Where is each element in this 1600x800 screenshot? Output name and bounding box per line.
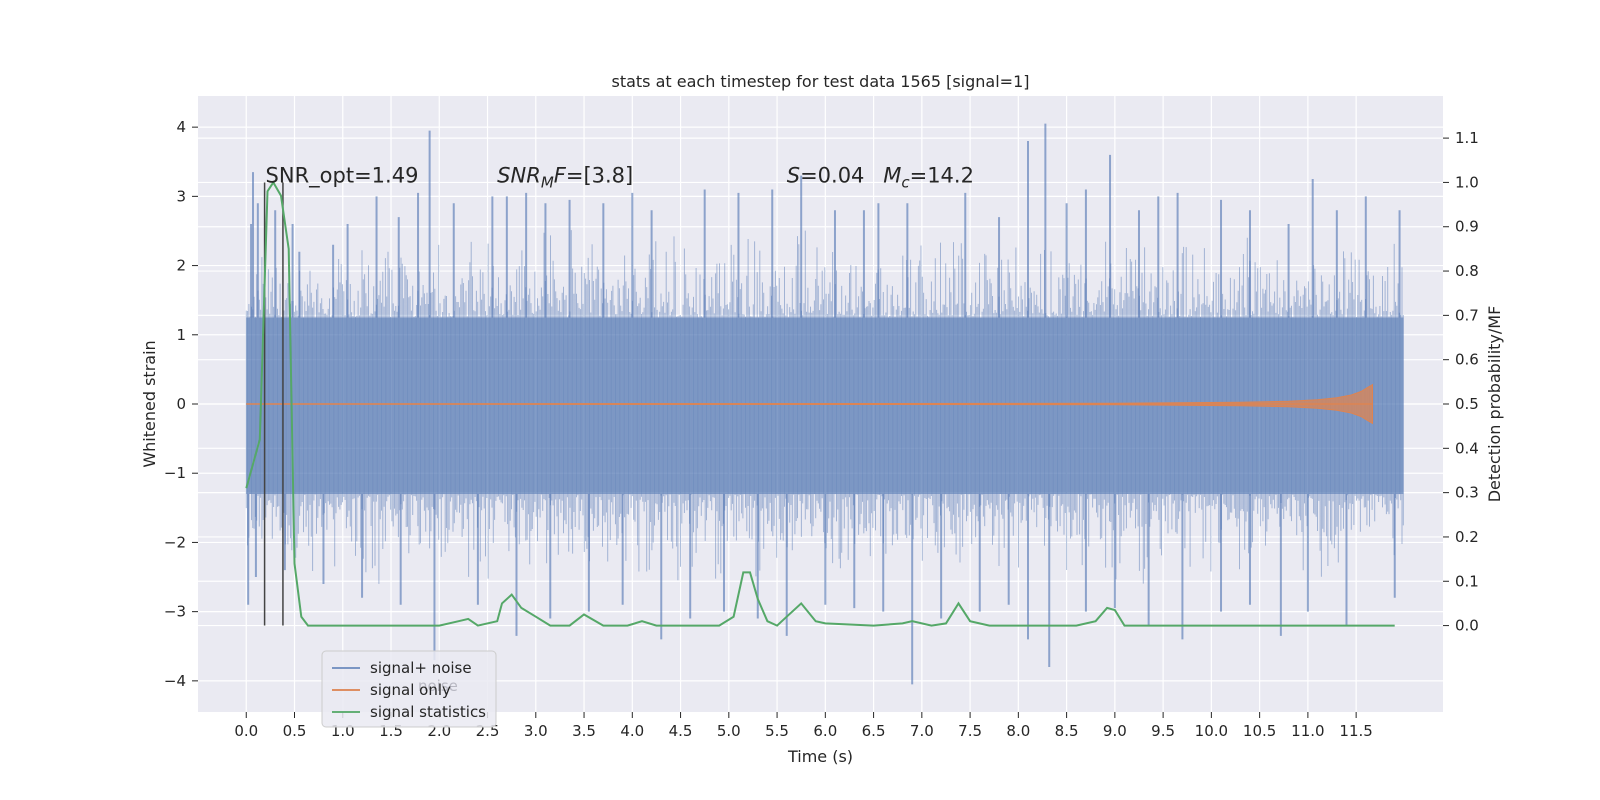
y-tick-label-right: 0.2 xyxy=(1455,528,1479,546)
y-tick-label-left: −3 xyxy=(164,603,186,621)
x-tick-label: 4.0 xyxy=(620,722,644,740)
signal-series xyxy=(246,383,1373,425)
x-tick-label: 3.0 xyxy=(524,722,548,740)
legend-box xyxy=(321,650,497,728)
y-tick-label-left: 1 xyxy=(176,326,186,344)
x-tick-label: 10.0 xyxy=(1195,722,1228,740)
legend-ghost-text: noise xyxy=(418,677,458,695)
stats-series xyxy=(245,180,1395,627)
annotations: SNR_opt=1.49 SNRMF=[3.8] S=0.04 Mc=14.2 xyxy=(266,164,974,192)
y-tick-label-right: 0.4 xyxy=(1455,439,1479,457)
y-tick-label-left: 0 xyxy=(176,395,186,413)
y-tick-label-right: 0.3 xyxy=(1455,484,1479,502)
y-tick-label-right: 0.1 xyxy=(1455,572,1479,590)
x-axis-label: Time (s) xyxy=(787,747,853,766)
x-tick-label: 3.5 xyxy=(572,722,596,740)
y-tick-label-right: 0.9 xyxy=(1455,218,1479,236)
annotation-snr_mf: SNRMF=[3.8] xyxy=(497,164,633,192)
x-tick-label: 8.5 xyxy=(1055,722,1079,740)
annotation-snr_opt: SNR_opt=1.49 xyxy=(266,164,419,189)
y-axis-right: 0.0 0.1 0.2 0.3 0.4 0.5 0.6 0.7 0.8 0.9 1.0 1.1 xyxy=(1443,129,1479,635)
y-tick-label-left: 2 xyxy=(176,257,186,275)
y-tick-label-left: 4 xyxy=(176,118,186,136)
x-tick-label: 10.5 xyxy=(1243,722,1276,740)
x-tick-label: 7.0 xyxy=(910,722,934,740)
y-tick-label-right: 1.1 xyxy=(1455,129,1479,147)
x-tick-label: 0.5 xyxy=(283,722,307,740)
x-tick-label: 9.5 xyxy=(1151,722,1175,740)
annotation-s: S=0.04 xyxy=(787,164,865,188)
y-tick-label-left: 3 xyxy=(176,187,186,205)
annotation-mc: Mc=14.2 xyxy=(883,164,974,192)
stats-line xyxy=(245,180,1395,627)
plot-area xyxy=(198,96,1443,712)
y-tick-label-right: 0.8 xyxy=(1455,262,1479,280)
y-tick-label-right: 0.6 xyxy=(1455,351,1479,369)
x-tick-label: 9.0 xyxy=(1103,722,1127,740)
chart-title: stats at each timestep for test data 156… xyxy=(611,72,1029,91)
x-tick-label: 5.0 xyxy=(717,722,741,740)
x-axis: 0.0 0.5 1.0 1.5 2.0 2.5 3.0 3.5 4.0 4.5 5.0 5.5 6.0 6… xyxy=(234,712,1373,740)
y-tick-label-right: 0.5 xyxy=(1455,395,1479,413)
y-tick-label-left: −4 xyxy=(164,672,186,690)
x-tick-label: 0.0 xyxy=(234,722,258,740)
x-tick-label: 6.0 xyxy=(813,722,837,740)
y-axis-label-right: Detection probability/MF xyxy=(1485,306,1504,503)
y-tick-label-left: −1 xyxy=(164,464,186,482)
y-tick-label-right: 1.0 xyxy=(1455,173,1479,191)
x-tick-label: 5.5 xyxy=(765,722,789,740)
x-tick-label: 6.5 xyxy=(862,722,886,740)
legend-label: signal+ noise xyxy=(370,659,472,677)
y-axis-label-left: Whitened strain xyxy=(140,340,159,467)
legend-label: signal only xyxy=(370,681,451,699)
x-tick-label: 8.0 xyxy=(1006,722,1030,740)
y-tick-label-right: 0.0 xyxy=(1455,617,1479,635)
y-tick-label-right: 0.7 xyxy=(1455,306,1479,324)
legend-label: signal statistics xyxy=(370,703,486,721)
x-tick-label: 11.5 xyxy=(1339,722,1372,740)
x-tick-label: 7.5 xyxy=(958,722,982,740)
x-tick-label: 11.0 xyxy=(1291,722,1324,740)
x-tick-label: 4.5 xyxy=(669,722,693,740)
y-tick-label-left: −2 xyxy=(164,533,186,551)
y-axis-left: −4 −3 −2 −1 0 1 2 3 4 xyxy=(164,118,198,690)
